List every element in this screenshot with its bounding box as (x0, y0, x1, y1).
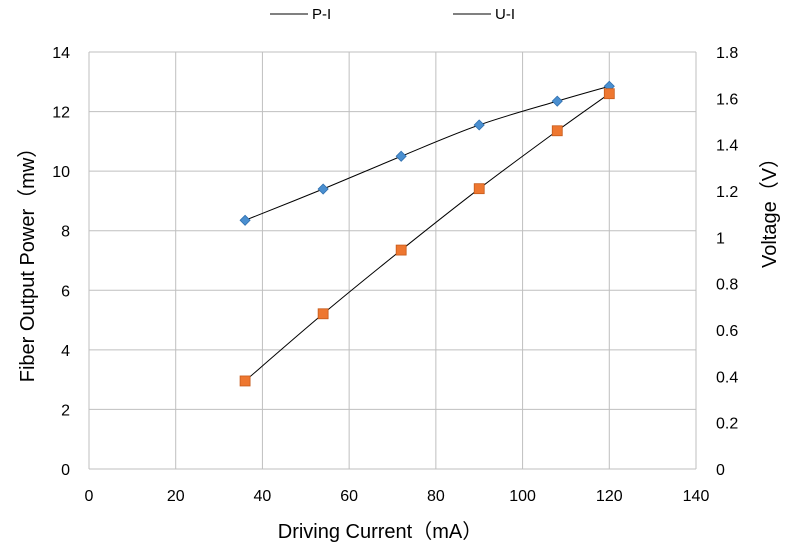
data-point-u-i (473, 183, 485, 195)
legend-label-u-i: U-I (495, 6, 515, 23)
x-tick-label: 60 (340, 488, 358, 505)
y-tick-label: 2 (61, 402, 70, 419)
y-axis-title: Fiber Output Power（mw） (16, 138, 39, 383)
y-tick-label: 14 (52, 45, 70, 62)
data-point-p-i (473, 119, 485, 131)
x-tick-label: 80 (427, 488, 445, 505)
data-point-u-i (395, 244, 407, 256)
y2-axis-title: Voltage（V） (758, 148, 781, 268)
y2-tick-label: 1.4 (716, 138, 738, 155)
x-axis-title: Driving Current（mA） (278, 520, 482, 543)
data-point-u-i (239, 375, 251, 387)
x-tick-label: 20 (167, 488, 185, 505)
x-tick-label: 140 (683, 488, 710, 505)
y-tick-label: 12 (52, 105, 70, 122)
series-line-p-i (244, 85, 610, 221)
y2-tick-label: 0.8 (716, 277, 738, 294)
series-layer (239, 80, 615, 387)
data-point-p-i (239, 214, 251, 226)
y-tick-label: 8 (61, 224, 70, 241)
y-tick-label: 10 (52, 164, 70, 181)
legend: P-I U-I (270, 6, 515, 23)
x-tick-label: 120 (596, 488, 623, 505)
y2-tick-label: 1.6 (716, 91, 738, 108)
x-tick-label: 0 (85, 488, 94, 505)
legend-label-p-i: P-I (312, 6, 331, 23)
y2-tick-label: 1 (716, 230, 725, 247)
data-point-u-i (551, 125, 563, 137)
data-point-p-i (317, 183, 329, 195)
grid (88, 51, 697, 470)
y2-tick-label: 0.6 (716, 323, 738, 340)
data-point-p-i (395, 150, 407, 162)
y2-tick-label: 0.4 (716, 369, 738, 386)
x-tick-label: 40 (254, 488, 272, 505)
data-point-u-i (603, 88, 615, 100)
series-line-u-i (244, 93, 610, 382)
data-point-p-i (551, 95, 563, 107)
y2-tick-label: 0.2 (716, 416, 738, 433)
y-tick-label: 6 (61, 283, 70, 300)
y-tick-label: 4 (61, 343, 70, 360)
y2-tick-label: 0 (716, 462, 725, 479)
y2-tick-label: 1.8 (716, 45, 738, 62)
x-tick-label: 100 (509, 488, 536, 505)
data-point-u-i (317, 308, 329, 320)
y2-tick-label: 1.2 (716, 184, 738, 201)
y-tick-label: 0 (61, 462, 70, 479)
tick-labels: 0 20 40 60 80 100 120 1400246810121400.20.40.60… (52, 45, 738, 505)
